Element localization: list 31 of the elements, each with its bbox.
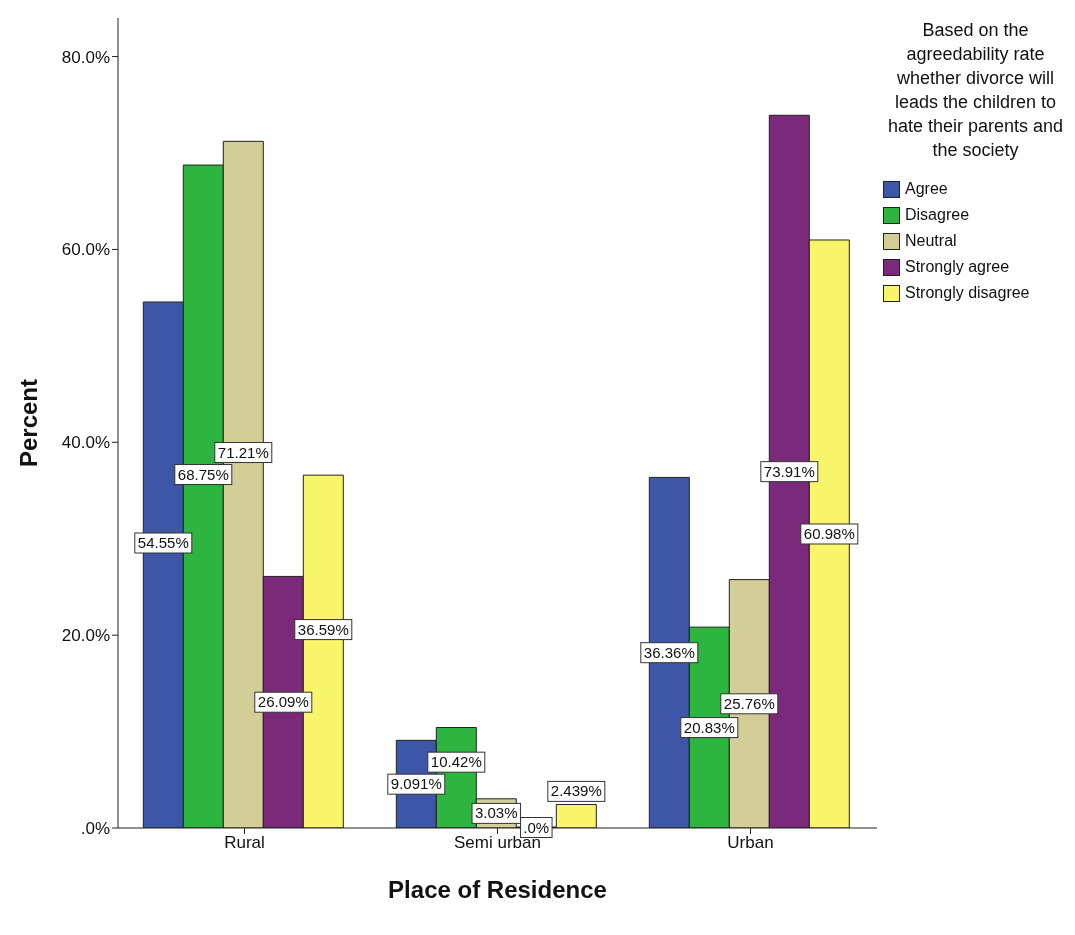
- data-label: 26.09%: [257, 693, 309, 711]
- data-label: .0%: [523, 818, 550, 836]
- data-label: 68.75%: [177, 465, 229, 483]
- legend-label: Strongly disagree: [904, 283, 1031, 303]
- x-tick-label: Urban: [727, 833, 774, 853]
- legend-label: Agree: [904, 179, 949, 199]
- x-tick-label: Rural: [224, 833, 265, 853]
- data-label: 25.76%: [723, 694, 775, 712]
- y-tick-label: 80.0%: [61, 47, 110, 67]
- legend-title: Based on the agreedability rate whether divorce will leads the children to hate their parents and the society: [886, 19, 1065, 162]
- data-label: 73.91%: [763, 462, 815, 480]
- data-label: 36.36%: [643, 643, 695, 661]
- data-label: 2.439%: [550, 782, 602, 800]
- legend-label: Neutral: [904, 231, 958, 251]
- y-axis-title: Percent: [14, 378, 42, 468]
- y-tick-label: 20.0%: [61, 626, 110, 646]
- data-label: 20.83%: [683, 718, 735, 736]
- y-tick-label: 60.0%: [61, 240, 110, 260]
- data-label: 71.21%: [217, 443, 269, 461]
- data-label: 10.42%: [430, 753, 482, 771]
- data-label: 60.98%: [803, 524, 855, 542]
- data-label: 36.59%: [297, 620, 349, 638]
- legend-label: Disagree: [904, 205, 971, 225]
- y-tick-label: .0%: [80, 819, 110, 839]
- legend-label: Strongly agree: [904, 257, 1011, 277]
- data-label: 54.55%: [137, 533, 189, 551]
- data-label: 3.03%: [475, 804, 518, 822]
- data-label: 9.091%: [390, 775, 442, 793]
- x-axis-title: Place of Residence: [388, 876, 607, 903]
- y-tick-label: 40.0%: [61, 433, 110, 453]
- x-tick-label: Semi urban: [454, 833, 541, 853]
